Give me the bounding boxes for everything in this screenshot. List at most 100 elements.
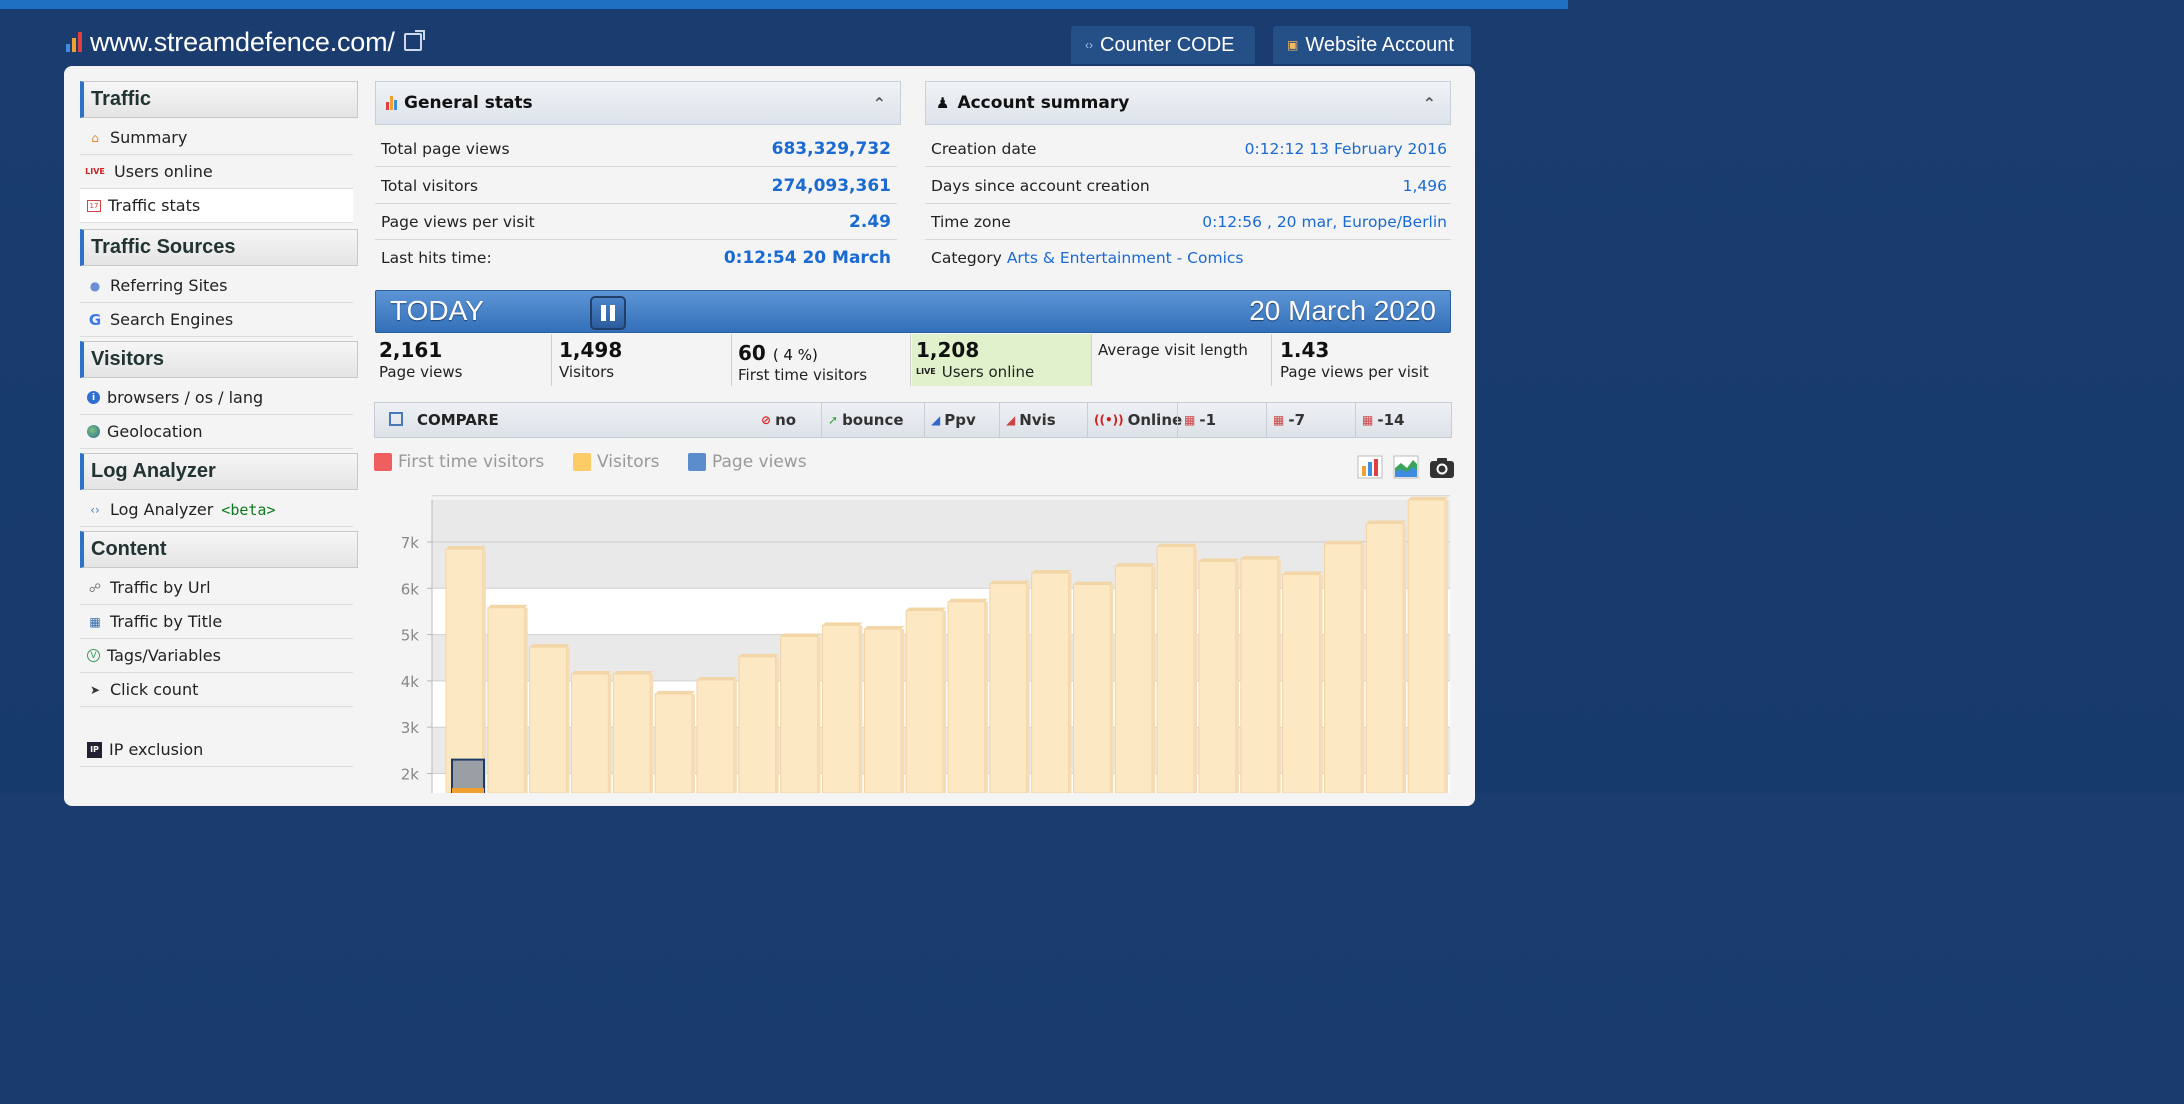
bar-top <box>738 653 779 657</box>
account-time-zone: Time zone 0:12:56 , 20 mar, Europe/Berli… <box>925 204 1451 240</box>
compare-bounce[interactable]: ➚ bounce <box>821 403 904 437</box>
external-link-icon[interactable] <box>403 30 425 51</box>
bar-top <box>1324 540 1365 544</box>
bar-top <box>1408 496 1448 500</box>
sidebar-item-geolocation[interactable]: Geolocation <box>80 415 353 449</box>
top-strip <box>0 0 1568 10</box>
page-views-bar <box>1365 522 1404 793</box>
bar-chart-icon[interactable] <box>1356 454 1384 480</box>
collapse-icon[interactable]: ⌃ <box>872 94 886 113</box>
bar-side <box>1361 543 1365 793</box>
bar-side <box>859 625 863 793</box>
y-tick-label: 6k <box>401 580 420 598</box>
bar-top <box>1115 563 1156 567</box>
bar-top <box>906 607 946 611</box>
compare-nvis[interactable]: ◢ Nvis <box>999 403 1056 437</box>
site-url[interactable]: www.streamdefence.com/ <box>90 26 395 57</box>
bar-side <box>482 548 486 793</box>
page-views-bar <box>654 693 693 793</box>
page-views-bar-chart: 7k 6k 5k 4k 3k 2k <box>401 495 1450 793</box>
globe-icon: ● <box>89 278 101 293</box>
live-icon: LIVE <box>916 367 936 376</box>
bar-chart-icon <box>386 96 397 110</box>
compare-minus-14[interactable]: ▦ -14 <box>1355 403 1404 437</box>
stat-last-hits-time: Last hits time: 0:12:54 20 March <box>381 248 891 268</box>
ppv-icon: ◢ <box>931 413 941 427</box>
compare-online[interactable]: ((•)) Online <box>1087 403 1182 437</box>
compare-ppv[interactable]: ◢ Ppv <box>924 403 976 437</box>
page-views-bar <box>1031 572 1070 793</box>
bar-side <box>1194 546 1197 793</box>
chart-tools <box>1356 454 1456 480</box>
folder-icon: ▣ <box>1287 38 1299 52</box>
sidebar-item-log-analyzer[interactable]: ‹› Log Analyzer <beta> <box>80 493 353 527</box>
bar-side <box>1068 573 1072 793</box>
nvis-icon: ◢ <box>1006 413 1016 427</box>
category-link[interactable]: Arts & Entertainment - Comics <box>1006 249 1244 267</box>
account-days-since: Days since account creation 1,496 <box>925 168 1451 204</box>
sidebar-item-tags-variables[interactable]: V Tags/Variables <box>80 639 353 673</box>
sidebar-item-referring-sites[interactable]: ● Referring Sites <box>80 269 353 303</box>
sidebar-item-traffic-by-url[interactable]: ☍ Traffic by Url <box>80 571 353 605</box>
sidebar-item-search-engines[interactable]: G Search Engines <box>80 303 353 337</box>
today-label: TODAY <box>390 295 484 326</box>
home-icon: ⌂ <box>91 130 99 145</box>
legend-first-time-visitors[interactable]: First time visitors <box>374 452 544 472</box>
sidebar-section-visitors: Visitors <box>80 341 358 378</box>
live-icon: LIVE <box>85 167 105 176</box>
pause-button[interactable] <box>590 296 626 330</box>
bar-top <box>1366 520 1407 524</box>
sidebar-item-traffic-by-title[interactable]: ▦ Traffic by Title <box>80 605 353 639</box>
sidebar-item-ip-exclusion[interactable]: IP IP exclusion <box>80 733 353 767</box>
pause-icon <box>601 305 606 321</box>
bar-side <box>775 656 779 793</box>
info-icon: i <box>87 391 100 404</box>
compare-minus-7[interactable]: ▦ -7 <box>1266 403 1305 437</box>
camera-icon[interactable] <box>1428 454 1456 480</box>
bar-top <box>613 670 654 674</box>
bar-top <box>1199 558 1239 562</box>
bar-side <box>943 610 946 793</box>
sidebar-item-users-online[interactable]: LIVE Users online <box>80 155 353 189</box>
page-views-bar <box>1198 560 1237 793</box>
bar-top <box>697 676 737 680</box>
compare-minus-1[interactable]: ▦ -1 <box>1177 403 1216 437</box>
page-views-bar <box>1073 584 1111 793</box>
sidebar-item-browsers[interactable]: i browsers / os / lang <box>80 381 353 415</box>
bar-top <box>529 644 570 648</box>
account-summary-header: ♟ Account summary ⌃ <box>925 81 1451 125</box>
page-views-bar <box>822 624 860 793</box>
legend-swatch <box>573 453 591 471</box>
general-stats-header: General stats ⌃ <box>375 81 901 125</box>
legend-visitors[interactable]: Visitors <box>573 452 659 472</box>
tag-icon: V <box>87 649 100 662</box>
account-category: Category Arts & Entertainment - Comics <box>931 249 1244 267</box>
bar-side <box>692 693 695 793</box>
bar-top <box>487 604 528 608</box>
page-views-bar <box>529 646 568 793</box>
sidebar-item-summary[interactable]: ⌂ Summary <box>80 121 353 155</box>
link-icon: ☍ <box>88 580 102 595</box>
sidebar-item-click-count[interactable]: ➤ Click count <box>80 673 353 707</box>
bar-top <box>1073 581 1114 585</box>
kpi-users-online[interactable]: 1,208 LIVE Users online <box>912 334 1092 386</box>
bar-top <box>780 633 821 637</box>
page-views-bar <box>1240 558 1279 793</box>
compare-no[interactable]: ⊘ no <box>761 411 797 429</box>
account-creation-date: Creation date 0:12:12 13 February 2016 <box>925 131 1451 167</box>
website-account-button[interactable]: ▣ Website Account <box>1273 26 1471 64</box>
page-views-bar <box>905 610 944 793</box>
bar-top <box>571 670 612 674</box>
sidebar-item-traffic-stats[interactable]: 17 Traffic stats <box>80 189 353 223</box>
user-icon: ♟ <box>936 94 950 112</box>
code-icon: ‹› <box>1085 38 1093 52</box>
collapse-icon[interactable]: ⌃ <box>1422 94 1436 113</box>
stat-total-page-views: Total page views 683,329,732 <box>375 131 897 167</box>
legend-page-views[interactable]: Page views <box>688 452 807 472</box>
area-chart-icon[interactable] <box>1392 454 1420 480</box>
y-tick-label: 5k <box>401 627 420 645</box>
counter-code-button[interactable]: ‹› Counter CODE <box>1071 26 1255 64</box>
log-icon: ‹› <box>90 502 100 517</box>
y-tick-label: 2k <box>401 766 420 784</box>
current-hour-bar <box>451 758 485 793</box>
